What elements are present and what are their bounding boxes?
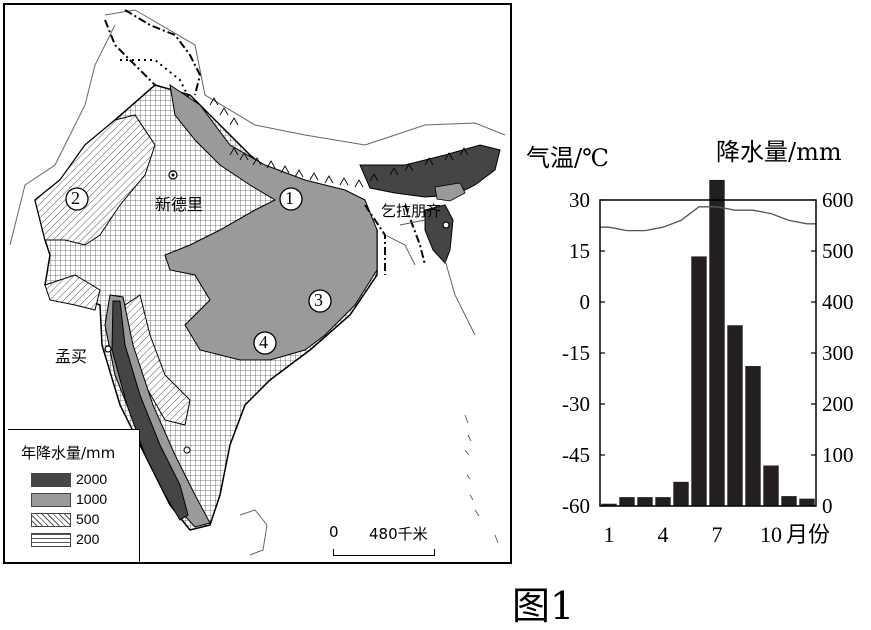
right-tick-label: 400 — [822, 290, 854, 314]
neighbor-outline — [104, 9, 506, 146]
border-dotted — [120, 59, 191, 101]
cherrapunji-dot — [442, 221, 450, 229]
climate-chart: 气温/℃ 降水量/mm 30 15 0 -15 -30 -45 -60 600 500 400 300 2… — [526, 138, 854, 548]
legend-item-2000: 2000 — [31, 471, 141, 487]
legend-label: 500 — [76, 511, 100, 527]
x-unit-label: 月份 — [786, 523, 830, 548]
precip-bar — [744, 365, 762, 507]
precip-bar — [672, 481, 690, 507]
legend-item-200: 200 — [31, 531, 141, 547]
islands — [464, 414, 499, 544]
left-tick-label: -30 — [562, 392, 590, 416]
marker-1 — [279, 187, 303, 211]
precip-bar — [618, 496, 636, 507]
rainfall-map: 1 2 3 4 新德里 孟买 乞拉朋齐 0 480千米 年降水量/mm 2000… — [3, 3, 512, 564]
right-tick-label: 0 — [822, 494, 833, 518]
region-diagonal — [44, 274, 101, 311]
precip-bar — [636, 496, 654, 507]
legend-label: 1000 — [76, 491, 108, 507]
rainfall-legend: 年降水量/mm 2000 1000 500 200 — [8, 429, 141, 562]
x-tick-label: 4 — [658, 522, 669, 547]
new-delhi-label: 新德里 — [155, 195, 204, 214]
scale-length: 480千米 — [369, 525, 428, 543]
region-1000 — [434, 182, 466, 202]
neighbor-outline — [9, 24, 116, 246]
mumbai-label: 孟买 — [55, 347, 88, 366]
legend-label: 2000 — [76, 471, 108, 487]
map-drawing — [9, 9, 506, 556]
region-2000 — [359, 144, 501, 198]
marker-2 — [65, 187, 89, 211]
left-tick-label: -60 — [562, 494, 590, 518]
river — [384, 219, 476, 336]
precip-bar — [780, 495, 798, 507]
scale-line — [333, 549, 435, 556]
left-tick-label: -15 — [562, 341, 590, 365]
marker-3 — [308, 289, 332, 313]
legend-label: 200 — [76, 531, 100, 547]
temperature-line — [600, 206, 816, 232]
legend-item-500: 500 — [31, 511, 141, 527]
marker-3-label: 3 — [314, 290, 323, 310]
x-tick-label: 10 — [760, 522, 782, 547]
x-tick-label: 7 — [712, 522, 723, 547]
left-tick-label: 30 — [569, 188, 590, 212]
precip-bar — [762, 464, 780, 507]
marker-1-label: 1 — [285, 188, 294, 208]
precip-bar — [690, 255, 708, 507]
right-tick-label: 600 — [822, 188, 854, 212]
precip-bar — [726, 324, 744, 507]
region-1000 — [104, 294, 211, 528]
plot-frame — [599, 199, 817, 507]
mountain-symbols — [209, 97, 469, 188]
scale-zero: 0 — [329, 523, 339, 541]
marker-4 — [253, 331, 277, 355]
left-axis-title: 气温/℃ — [526, 144, 609, 172]
left-tick-label: 15 — [569, 239, 590, 263]
precip-bar — [708, 179, 726, 507]
left-tick-label: -45 — [562, 443, 590, 467]
left-tick-label: 0 — [580, 290, 591, 314]
legend-item-1000: 1000 — [31, 491, 141, 507]
precip-bar — [654, 496, 672, 507]
legend-title: 年降水量/mm — [21, 444, 116, 462]
coast-fragment — [239, 509, 268, 556]
scale-bar: 0 480千米 — [327, 523, 467, 562]
precip-bar — [798, 498, 816, 507]
right-axis-title: 降水量/mm — [716, 138, 842, 166]
right-tick-label: 200 — [822, 392, 854, 416]
region-diagonal — [34, 114, 156, 246]
mumbai-dot — [104, 345, 112, 353]
right-tick-label: 300 — [822, 341, 854, 365]
marker-2-label: 2 — [71, 188, 80, 208]
x-tick-label: 1 — [604, 522, 615, 547]
south-dot — [183, 446, 191, 454]
region-2000 — [424, 204, 454, 264]
region-2000 — [111, 300, 189, 521]
figure-caption: 图1 — [512, 584, 575, 628]
right-tick-label: 100 — [822, 443, 854, 467]
cherrapunji-label: 乞拉朋齐 — [381, 202, 442, 220]
marker-4-label: 4 — [259, 332, 268, 352]
right-tick-label: 500 — [822, 239, 854, 263]
border-dashed — [104, 9, 202, 96]
